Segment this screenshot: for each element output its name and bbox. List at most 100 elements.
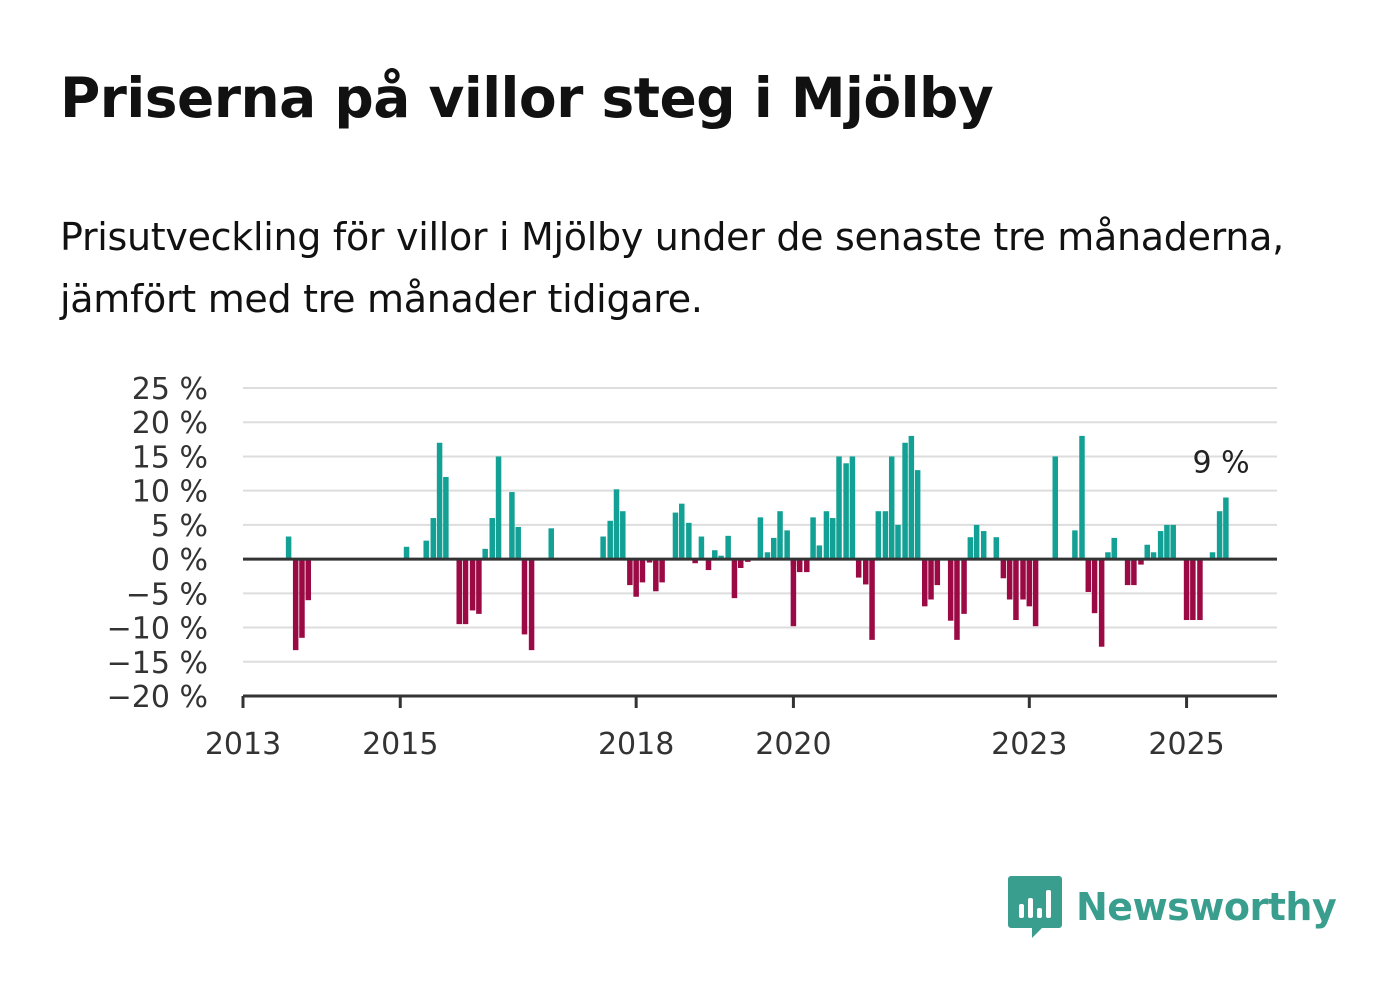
bar-positive [620,511,626,560]
bar-positive [875,511,882,560]
bar-positive [436,442,443,560]
bar-negative [1013,559,1019,621]
bar-negative [954,559,960,640]
bar-positive [672,512,679,560]
bar-negative [639,559,646,583]
bar-positive [902,442,908,560]
bar-positive [1105,552,1111,560]
bar-negative [469,559,476,611]
bar-positive [285,536,292,560]
y-tick-label: −5 % [126,577,208,612]
bar-negative [705,559,712,571]
bar-negative [1000,559,1007,579]
bar-negative [1085,559,1092,592]
bar-negative [692,559,698,564]
bar-negative [1190,559,1196,621]
bar-positive [888,456,895,560]
bar-negative [659,559,665,583]
bar-negative [863,559,869,585]
bar-negative [1197,559,1203,621]
bar-positive [895,524,901,560]
bar-positive [816,545,823,560]
bar-positive [914,470,921,560]
bar-positive [810,517,816,560]
x-tick-label: 2018 [598,727,674,762]
bar-positive [757,517,764,560]
bar-positive [548,528,554,560]
bar-negative [1124,559,1131,586]
bar-negative [947,559,954,621]
bar-positive [403,546,410,560]
bar-positive [509,492,515,560]
bar-positive [1052,456,1059,560]
bar-positive [1170,524,1176,560]
bar-negative [737,559,744,569]
y-tick-label: 15 % [132,440,208,475]
y-tick-label: −15 % [107,646,208,681]
y-tick-label: −10 % [107,612,208,647]
bar-positive [495,456,502,560]
bar-negative [869,559,875,640]
bar-negative [1131,559,1137,586]
y-tick-label: 20 % [132,406,208,441]
bar-negative [1098,559,1105,647]
brand-name: Newsworthy [1076,885,1337,929]
bar-positive [698,536,705,560]
bar-negative [1006,559,1013,600]
bar-positive [1111,537,1117,560]
bar-negative [961,559,967,614]
brand: Newsworthy [1008,876,1337,938]
last-value-annotation: 9 % [1192,446,1249,481]
bar-positive [1150,552,1157,560]
bar-negative [796,559,803,573]
y-tick-label: 5 % [151,509,208,544]
chart-title: Priserna på villor steg i Mjölby [60,66,994,130]
bar-negative [299,559,305,638]
bar-negative [1032,559,1039,627]
bar-negative [627,559,633,586]
bar-positive [607,520,613,560]
bar-negative [804,559,810,573]
bars [285,435,1229,651]
bar-positive [784,530,790,560]
x-tick-label: 2025 [1148,727,1224,762]
x-tick-label: 2020 [755,727,831,762]
bar-positive [1216,511,1223,560]
bar-positive [515,526,521,560]
bar-positive [430,518,437,560]
x-tick-label: 2013 [205,727,281,762]
bar-negative [292,559,299,651]
y-tick-label: 25 % [132,372,208,407]
bar-positive [1144,544,1151,560]
bar-negative [1091,559,1098,614]
bar-positive [829,518,836,560]
bar-negative [928,559,934,600]
bar-positive [836,456,842,560]
bar-negative [1183,559,1190,621]
bar-negative [1026,559,1033,607]
bar-positive [973,524,980,560]
bar-negative [476,559,482,614]
bar-negative [633,559,639,597]
bar-negative [456,559,462,625]
bar-positive [882,511,889,560]
bar-positive [967,537,974,560]
bar-positive [725,535,731,560]
bar-negative [790,559,797,627]
bar-positive [600,536,606,560]
bar-positive [1164,524,1170,560]
bar-positive [980,531,987,560]
bar-positive [1209,552,1216,560]
bar-negative [855,559,862,578]
bar-positive [1157,531,1164,560]
bar-positive [718,555,724,560]
bar-positive [489,518,496,560]
bar-negative [1020,559,1026,600]
bar-positive [771,537,777,560]
bar-positive [1079,435,1085,560]
y-tick-label: 0 % [151,543,208,578]
bar-negative [653,559,659,592]
y-tick-label: 10 % [132,475,208,510]
bar-positive [823,511,830,560]
